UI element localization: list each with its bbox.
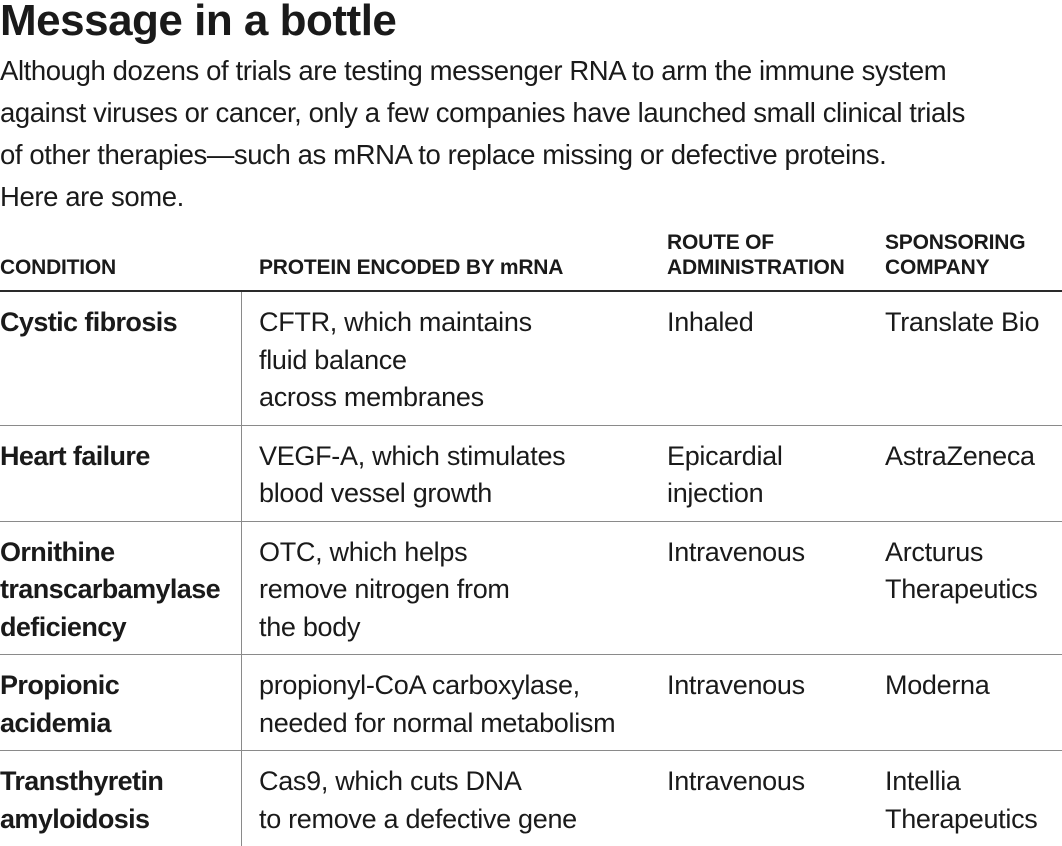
header-line: COMPANY: [885, 256, 990, 279]
column-divider: [241, 655, 242, 750]
header-sponsor: SPONSORING COMPANY: [885, 230, 1026, 280]
cell-protein: propionyl-CoA carboxylase, needed for nor…: [259, 667, 616, 742]
cell-line: Moderna: [885, 670, 990, 700]
intro-line: of other therapies—such as mRNA to repla…: [0, 139, 887, 170]
cell-line: Arcturus: [885, 536, 984, 567]
column-divider: [241, 521, 242, 654]
column-divider: [241, 292, 242, 425]
intro-paragraph: Although dozens of trials are testing me…: [0, 50, 1062, 218]
header-line: PROTEIN ENCODED BY mRNA: [259, 256, 564, 279]
cell-line: needed for normal metabolism: [259, 707, 616, 738]
cell-line: Therapeutics: [885, 803, 1038, 834]
cell-condition: Transthyretin amyloidosis: [0, 763, 164, 838]
page-title: Message in a bottle: [0, 0, 397, 45]
cell-sponsor: AstraZeneca: [885, 438, 1035, 476]
cell-line: acidemia: [0, 707, 111, 738]
cell-line: VEGF-A, which stimulates: [259, 440, 566, 471]
table-row: Heart failure VEGF-A, which stimulates blo…: [0, 425, 1062, 522]
cell-condition: Ornithine transcarbamylase deficiency: [0, 534, 221, 647]
cell-route: Intravenous: [667, 667, 805, 705]
cell-line: Ornithine: [0, 536, 115, 567]
intro-line: Here are some.: [0, 181, 184, 212]
table-row: Cystic fibrosis CFTR, which maintains flui…: [0, 292, 1062, 426]
cell-line: Intravenous: [667, 536, 805, 567]
cell-line: the body: [259, 611, 361, 642]
header-route: ROUTE OF ADMINISTRATION: [667, 230, 845, 280]
cell-condition: Propionic acidemia: [0, 667, 120, 742]
cell-protein: OTC, which helps remove nitrogen from the …: [259, 534, 510, 647]
cell-line: amyloidosis: [0, 803, 150, 834]
column-divider: [241, 425, 242, 521]
cell-condition: Heart failure: [0, 438, 150, 476]
table-body: Cystic fibrosis CFTR, which maintains flui…: [0, 292, 1062, 846]
cell-line: propionyl-CoA carboxylase,: [259, 670, 580, 700]
cell-sponsor: Arcturus Therapeutics: [885, 534, 1038, 609]
header-protein: PROTEIN ENCODED BY mRNA: [259, 255, 563, 280]
table-row: Ornithine transcarbamylase deficiency OTC, …: [0, 521, 1062, 655]
cell-line: Epicardial: [667, 440, 783, 471]
cell-line: across membranes: [259, 382, 484, 412]
cell-line: to remove a defective gene: [259, 803, 577, 834]
cell-line: Intravenous: [667, 670, 805, 700]
cell-line: injection: [667, 478, 764, 508]
cell-line: Inhaled: [667, 307, 754, 337]
cell-line: Heart failure: [0, 440, 150, 471]
cell-sponsor: Moderna: [885, 667, 990, 705]
cell-route: Intravenous: [667, 534, 805, 572]
cell-line: blood vessel growth: [259, 478, 492, 508]
cell-line: remove nitrogen from: [259, 574, 510, 604]
cell-protein: VEGF-A, which stimulates blood vessel gro…: [259, 438, 566, 513]
intro-line: against viruses or cancer, only a few co…: [0, 97, 965, 128]
cell-line: deficiency: [0, 611, 127, 642]
cell-line: Cas9, which cuts DNA: [259, 766, 522, 796]
table-row: Transthyretin amyloidosis Cas9, which cuts…: [0, 751, 1062, 846]
therapy-table: CONDITION PROTEIN ENCODED BY mRNA ROUTE …: [0, 228, 1062, 846]
header-line: SPONSORING: [885, 231, 1026, 254]
cell-line: transcarbamylase: [0, 574, 221, 604]
cell-route: Intravenous: [667, 763, 805, 801]
cell-line: Propionic: [0, 670, 120, 700]
cell-line: Translate Bio: [885, 307, 1040, 337]
column-divider: [241, 751, 242, 846]
header-line: CONDITION: [0, 256, 117, 279]
cell-line: OTC, which helps: [259, 536, 468, 567]
header-line: ADMINISTRATION: [667, 256, 845, 279]
cell-protein: CFTR, which maintains fluid balance across…: [259, 304, 532, 417]
intro-line: Although dozens of trials are testing me…: [0, 55, 947, 86]
cell-line: Cystic fibrosis: [0, 307, 178, 337]
cell-line: Intellia: [885, 766, 961, 796]
table-header-row: CONDITION PROTEIN ENCODED BY mRNA ROUTE …: [0, 228, 1062, 292]
cell-condition: Cystic fibrosis: [0, 304, 178, 342]
cell-line: CFTR, which maintains: [259, 307, 532, 337]
cell-sponsor: Intellia Therapeutics: [885, 763, 1038, 838]
header-line: ROUTE OF: [667, 231, 774, 254]
cell-sponsor: Translate Bio: [885, 304, 1039, 342]
table-row: Propionic acidemia propionyl-CoA carboxyla…: [0, 655, 1062, 751]
cell-line: Intravenous: [667, 766, 805, 796]
cell-protein: Cas9, which cuts DNA to remove a defectiv…: [259, 763, 577, 838]
cell-line: Therapeutics: [885, 574, 1038, 604]
cell-line: AstraZeneca: [885, 440, 1035, 471]
cell-line: Transthyretin: [0, 766, 164, 796]
cell-route: Inhaled: [667, 304, 754, 342]
cell-line: fluid balance: [259, 344, 407, 375]
header-condition: CONDITION: [0, 255, 116, 280]
cell-route: Epicardial injection: [667, 438, 783, 513]
